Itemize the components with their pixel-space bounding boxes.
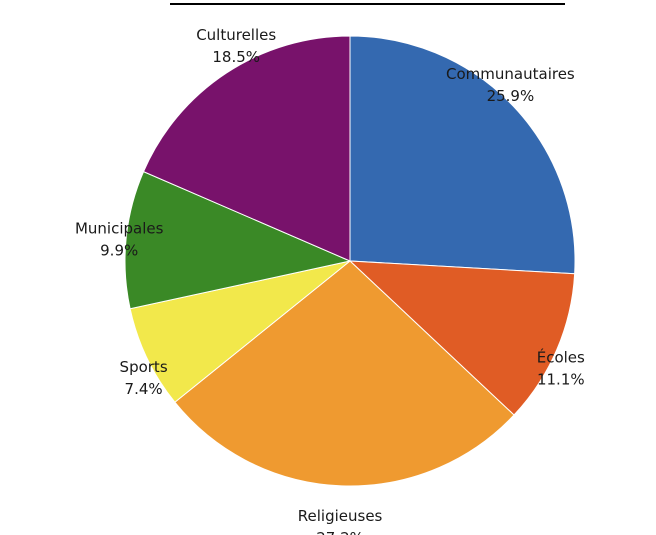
slice-category-label: Culturelles (196, 26, 276, 44)
pie-slice-culturelles (142, 35, 351, 262)
slice-percent-label: 9.9% (100, 242, 138, 260)
pie-slice-religieuses (174, 260, 515, 487)
slice-percent-label: 7.4% (125, 380, 163, 398)
slice-category-label: Communautaires (446, 65, 575, 83)
pie-slice-sports (129, 260, 351, 403)
slice-category-label: Religieuses (298, 507, 383, 525)
slice-category-label: Municipales (75, 220, 164, 238)
slice-percent-label: 27.2% (316, 529, 364, 535)
pie-slice--coles (348, 260, 576, 416)
pie-slice-municipales (124, 170, 352, 310)
slices-layer (124, 35, 576, 487)
pie-slice-communautaires (349, 35, 576, 275)
slice-category-label: Écoles (537, 347, 585, 366)
slice-category-label: Sports (120, 358, 168, 376)
slice-percent-label: 18.5% (212, 48, 260, 66)
slice-percent-label: 25.9% (487, 87, 535, 105)
slice-percent-label: 11.1% (537, 370, 585, 388)
labels-layer: Communautaires 25.9% Écoles 11.1% Religieuse… (75, 26, 585, 535)
